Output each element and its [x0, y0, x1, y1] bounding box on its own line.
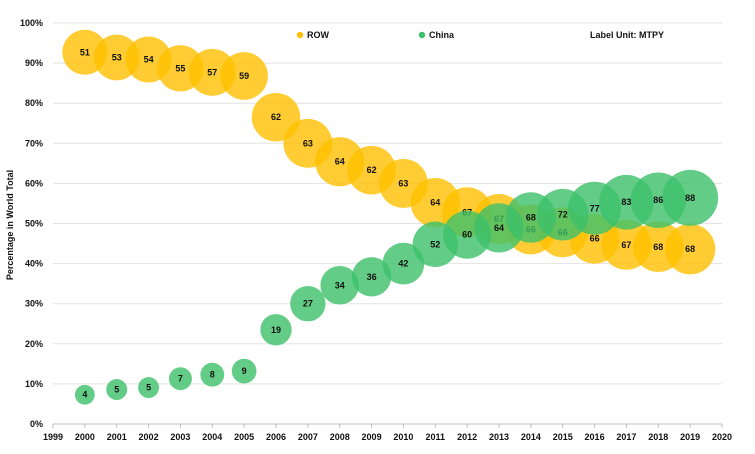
legend-marker-china — [418, 31, 426, 39]
y-tick-label: 40% — [25, 259, 43, 269]
x-tick-label: 2003 — [170, 432, 190, 442]
row-data-label: 54 — [144, 54, 154, 64]
y-tick-label: 60% — [25, 178, 43, 188]
x-tick-label: 2017 — [616, 432, 636, 442]
x-tick-label: 2019 — [680, 432, 700, 442]
row-data-label: 55 — [175, 63, 185, 73]
china-data-label: 7 — [178, 374, 183, 384]
x-tick-label: 2012 — [457, 432, 477, 442]
legend-label-china: China — [429, 30, 455, 40]
row-data-label: 62 — [367, 165, 377, 175]
china-data-label: 19 — [271, 325, 281, 335]
x-tick-label: 1999 — [43, 432, 63, 442]
bubble-layer: 5153545557596263646263646767666666676868… — [62, 29, 719, 405]
china-bubble — [662, 169, 719, 226]
china-data-label: 4 — [82, 390, 87, 400]
x-tick-label: 2013 — [489, 432, 509, 442]
china-data-label: 27 — [303, 299, 313, 309]
y-tick-label: 50% — [25, 219, 43, 229]
row-data-label: 53 — [112, 52, 122, 62]
china-bubble — [351, 257, 392, 297]
row-data-label: 68 — [653, 242, 663, 252]
china-bubble — [260, 314, 292, 346]
label-unit-note: Label Unit: MTPY — [590, 30, 664, 40]
china-bubble — [74, 384, 95, 405]
y-tick-label: 20% — [25, 339, 43, 349]
x-tick-label: 2005 — [234, 432, 254, 442]
row-bubble — [664, 223, 716, 275]
x-tick-label: 2002 — [139, 432, 159, 442]
china-data-label: 72 — [558, 210, 568, 220]
series-row: 5153545557596263646263646767666666676868 — [62, 29, 716, 275]
y-tick-label: 90% — [25, 58, 43, 68]
row-data-label: 57 — [207, 67, 217, 77]
china-data-label: 36 — [367, 272, 377, 282]
china-data-label: 8 — [210, 370, 215, 380]
legend-label-row: ROW — [307, 30, 330, 40]
row-data-label: 51 — [80, 47, 90, 57]
x-tick-label: 2008 — [330, 432, 350, 442]
y-axis-title: Percentage in World Total — [5, 170, 15, 280]
row-data-label: 63 — [398, 178, 408, 188]
legend: ROW China — [296, 30, 455, 40]
china-data-label: 83 — [621, 197, 631, 207]
x-tick-label: 2001 — [107, 432, 127, 442]
china-data-label: 9 — [242, 366, 247, 376]
china-data-label: 5 — [146, 383, 151, 393]
x-tick-label: 2004 — [202, 432, 222, 442]
row-data-label: 64 — [335, 157, 345, 167]
row-data-label: 66 — [590, 234, 600, 244]
x-tick-label: 2016 — [585, 432, 605, 442]
x-tick-label: 2000 — [75, 432, 95, 442]
china-data-label: 60 — [462, 230, 472, 240]
y-tick-label: 10% — [25, 379, 43, 389]
axes: 0% 10% 20% 30% 40% 50% 60% 70% 80% 90% 100% 1999 200… — [20, 18, 732, 442]
row-data-label: 68 — [685, 244, 695, 254]
x-tick-label: 2010 — [393, 432, 413, 442]
china-data-label: 64 — [494, 223, 504, 233]
x-tick-label: 2006 — [266, 432, 286, 442]
china-bubble — [290, 285, 326, 322]
china-bubble — [200, 362, 225, 387]
y-tick-label: 30% — [25, 299, 43, 309]
row-data-label: 67 — [621, 240, 631, 250]
y-tick-label: 80% — [25, 98, 43, 108]
legend-marker-row — [296, 31, 304, 39]
series-china: 4 5 5 7 8 9 19 27 34 36 42 52 60 64 68 72 77 83 86 88 — [74, 169, 719, 405]
y-tick-label: 70% — [25, 138, 43, 148]
china-data-label: 42 — [398, 259, 408, 269]
row-data-label: 64 — [430, 198, 440, 208]
row-data-label: 62 — [271, 112, 281, 122]
x-tick-label: 2015 — [553, 432, 573, 442]
x-tick-label: 2014 — [521, 432, 541, 442]
x-tick-label: 2009 — [362, 432, 382, 442]
china-data-label: 34 — [335, 280, 345, 290]
china-data-label: 86 — [653, 195, 663, 205]
china-bubble — [231, 358, 257, 384]
x-tick-label: 2020 — [712, 432, 732, 442]
row-bubble — [220, 52, 268, 100]
x-tick-label: 2007 — [298, 432, 318, 442]
x-tick-label: 2018 — [648, 432, 668, 442]
y-tick-label: 0% — [30, 419, 43, 429]
row-data-label: 63 — [303, 138, 313, 148]
china-data-label: 68 — [526, 212, 536, 222]
china-bubble — [382, 242, 425, 285]
row-data-label: 59 — [239, 71, 249, 81]
china-data-label: 5 — [114, 385, 119, 395]
china-bubble — [168, 367, 192, 391]
china-bubble — [320, 265, 360, 305]
china-data-label: 77 — [590, 203, 600, 213]
china-bubble — [138, 377, 160, 398]
china-bubble — [106, 379, 128, 400]
y-tick-label: 100% — [20, 18, 43, 28]
x-tick-label: 2011 — [426, 432, 446, 442]
china-data-label: 52 — [430, 239, 440, 249]
china-data-label: 88 — [685, 193, 695, 203]
